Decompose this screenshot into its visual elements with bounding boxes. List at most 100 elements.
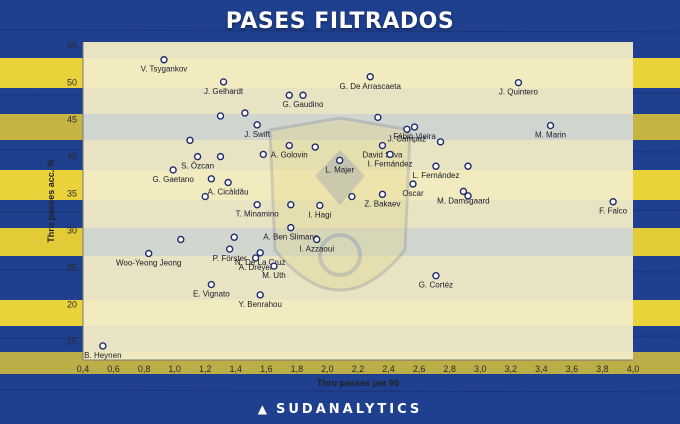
data-point bbox=[403, 125, 411, 133]
point-label: Fábio Vieira bbox=[393, 132, 436, 141]
y-tick-label: 25 bbox=[67, 263, 77, 273]
data-point bbox=[253, 121, 261, 129]
data-point bbox=[464, 162, 472, 170]
data-point bbox=[207, 175, 216, 183]
point-label: G. De Arrascaeta bbox=[340, 82, 402, 91]
point-labels: V. Tsygankov J. Gelhardt G. Gaudino G. De A… bbox=[84, 65, 628, 360]
y-tick-label: 15 bbox=[67, 337, 77, 347]
x-tick-label: 1,0 bbox=[168, 364, 181, 374]
x-tick-label: 2,6 bbox=[413, 364, 426, 374]
data-point bbox=[216, 112, 225, 120]
data-points bbox=[99, 56, 617, 350]
data-point bbox=[378, 190, 387, 199]
point-label: G. Gaudino bbox=[283, 100, 324, 109]
data-point bbox=[386, 150, 394, 159]
point-label: S. Özcan bbox=[181, 162, 214, 171]
data-point bbox=[436, 138, 445, 146]
data-point bbox=[251, 254, 260, 262]
data-point bbox=[514, 78, 523, 87]
data-point bbox=[186, 136, 194, 145]
data-point bbox=[313, 235, 321, 244]
plot-area bbox=[83, 42, 633, 360]
point-label: M. Damsgaard bbox=[437, 196, 489, 205]
data-point bbox=[410, 123, 419, 131]
plot-band-0 bbox=[83, 114, 633, 140]
data-point bbox=[546, 121, 555, 130]
x-tick-label: 0,8 bbox=[138, 364, 151, 374]
data-point bbox=[259, 150, 267, 159]
plot-bands bbox=[83, 114, 633, 256]
x-tick-label: 0,6 bbox=[107, 364, 120, 374]
leeds-crest-watermark bbox=[268, 116, 412, 292]
x-tick-label: 1,2 bbox=[199, 364, 212, 374]
y-tick-label: 40 bbox=[67, 152, 77, 162]
point-label: G. Gaetano bbox=[152, 175, 194, 184]
data-point bbox=[409, 180, 417, 188]
point-label: F. Falco bbox=[599, 207, 628, 216]
x-tick-label: 1,8 bbox=[291, 364, 304, 374]
data-point bbox=[374, 113, 382, 122]
y-tick-label: 45 bbox=[67, 115, 77, 125]
y-tick-label: 50 bbox=[67, 78, 77, 88]
data-point bbox=[609, 198, 617, 206]
x-tick-label: 3,0 bbox=[474, 364, 487, 374]
brand-footer: ▲ SUDANALYTICS bbox=[0, 402, 680, 417]
x-axis-title: Thru passes per 90 bbox=[317, 378, 399, 388]
point-label: I. Azzaoui bbox=[299, 244, 334, 253]
data-point bbox=[335, 156, 344, 165]
point-label: Oscar bbox=[402, 189, 424, 198]
data-point bbox=[299, 91, 307, 99]
point-label: T. Minamino bbox=[236, 210, 280, 219]
point-label: Woo-Yeong Jeong bbox=[116, 259, 181, 268]
data-point bbox=[216, 152, 225, 161]
data-point bbox=[201, 192, 209, 201]
data-point bbox=[287, 200, 295, 209]
x-tick-label: 1,6 bbox=[260, 364, 273, 374]
point-label: L. Majer bbox=[325, 165, 354, 174]
point-label: N. De La Cruz bbox=[235, 258, 286, 267]
x-tick-label: 1,4 bbox=[230, 364, 243, 374]
x-tick-label: 4,0 bbox=[627, 364, 640, 374]
point-label: M. Marin bbox=[535, 131, 566, 140]
data-point bbox=[144, 249, 153, 258]
data-point bbox=[316, 201, 324, 210]
point-label: G. Cortéz bbox=[419, 281, 453, 290]
point-label: E. Vignato bbox=[193, 290, 230, 299]
point-label: M. Uth bbox=[262, 271, 286, 280]
plot-band-1 bbox=[83, 228, 633, 256]
data-point bbox=[253, 200, 261, 209]
data-point bbox=[177, 235, 185, 244]
data-point bbox=[99, 342, 107, 350]
triangle-logo-icon: ▲ bbox=[257, 402, 270, 416]
point-label: Z. Bakaev bbox=[364, 199, 400, 208]
point-label: I. Hagi bbox=[308, 210, 331, 219]
x-tick-label: 2,4 bbox=[382, 364, 395, 374]
point-label: Y. Benrahou bbox=[238, 300, 281, 309]
data-point bbox=[207, 280, 216, 289]
data-point bbox=[378, 141, 387, 150]
data-point bbox=[230, 233, 238, 241]
x-tick-label: 3,8 bbox=[596, 364, 609, 374]
point-label: J. Swift bbox=[244, 130, 271, 139]
data-point bbox=[432, 162, 440, 170]
x-tick-label: 3,2 bbox=[505, 364, 518, 374]
point-label: A. Ben Slimane bbox=[263, 233, 319, 242]
point-label: L. Fernández bbox=[412, 171, 459, 180]
data-point bbox=[459, 187, 468, 196]
data-point bbox=[366, 73, 374, 81]
data-point bbox=[348, 192, 356, 201]
x-tick-label: 0,4 bbox=[77, 364, 90, 374]
data-point bbox=[160, 56, 168, 64]
point-label: A. Golovin bbox=[271, 151, 308, 160]
point-label: B. Heynen bbox=[84, 351, 121, 360]
data-point bbox=[224, 178, 232, 187]
point-label: J. Campaz bbox=[388, 134, 426, 143]
data-point bbox=[256, 291, 264, 299]
x-tick-label: 2,8 bbox=[443, 364, 456, 374]
data-point bbox=[169, 166, 177, 174]
y-tick-label: 35 bbox=[67, 189, 77, 199]
chart-title: PASES FILTRADOS bbox=[225, 9, 455, 34]
data-point bbox=[464, 192, 472, 200]
